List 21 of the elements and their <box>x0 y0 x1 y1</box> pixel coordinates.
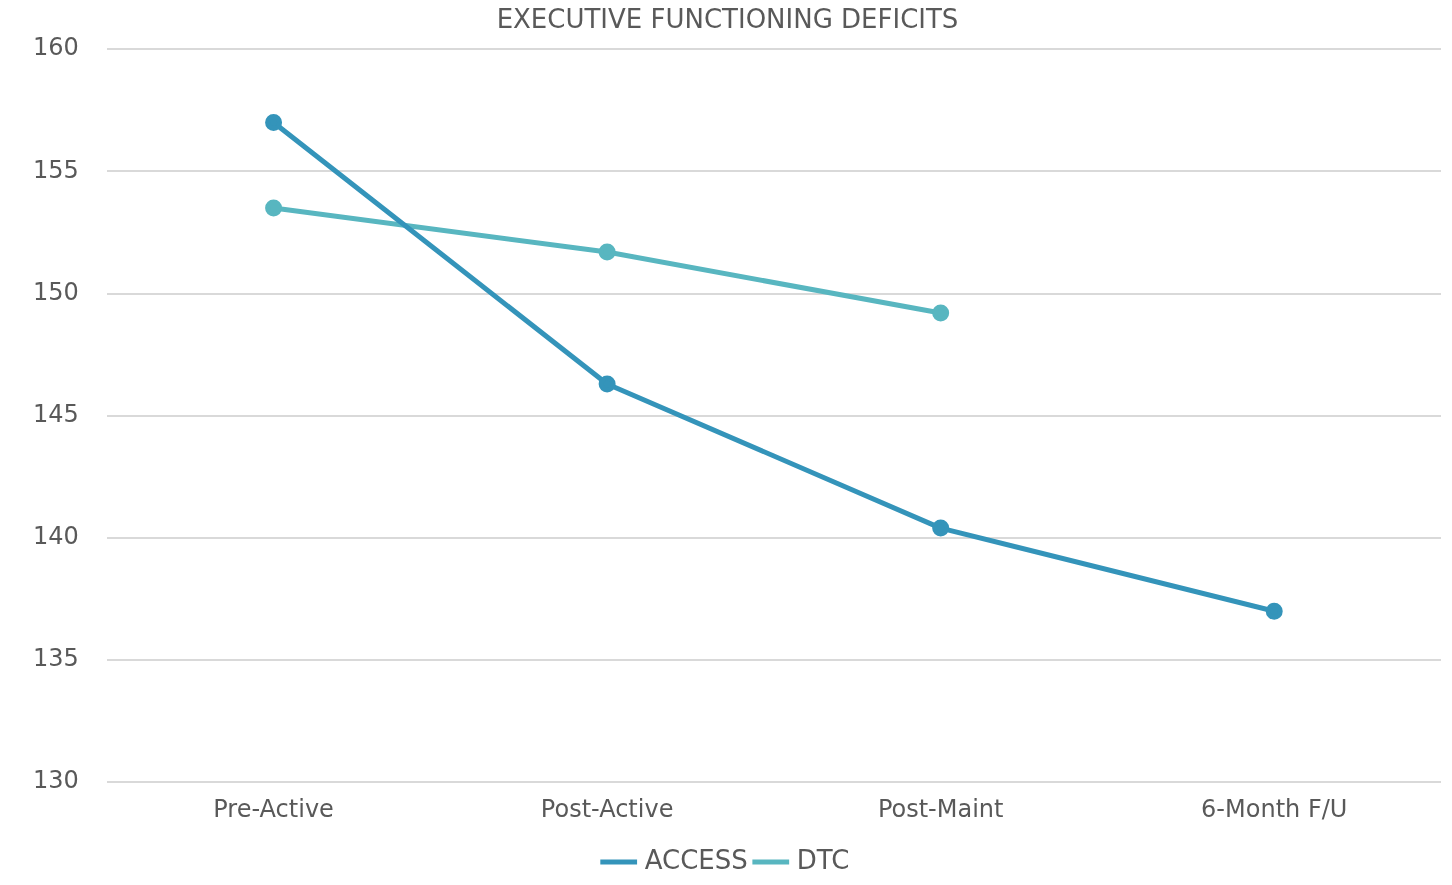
legend-label: DTC <box>796 844 850 875</box>
point <box>598 375 616 393</box>
x-tick-label: Post-Active <box>540 794 674 823</box>
x-tick-label: Post-Maint <box>877 794 1004 823</box>
x-tick-label: 6-Month F/U <box>1201 794 1348 823</box>
y-tick-label: 150 <box>33 277 79 306</box>
y-tick-label: 135 <box>33 644 79 673</box>
y-tick-label: 130 <box>33 766 79 795</box>
y-tick-label: 140 <box>33 522 79 551</box>
point <box>265 199 283 217</box>
legend-label: ACCESS <box>644 844 748 875</box>
y-tick-label: 160 <box>33 33 79 62</box>
x-tick-label: Pre-Active <box>213 794 334 823</box>
point <box>932 304 950 322</box>
y-tick-label: 155 <box>33 155 79 184</box>
point <box>932 519 950 537</box>
point <box>598 243 616 261</box>
point <box>265 114 283 131</box>
point <box>1265 602 1283 620</box>
y-tick-label: 145 <box>33 399 79 428</box>
chart-title: EXECUTIVE FUNCTIONING DEFICITS <box>496 4 959 35</box>
